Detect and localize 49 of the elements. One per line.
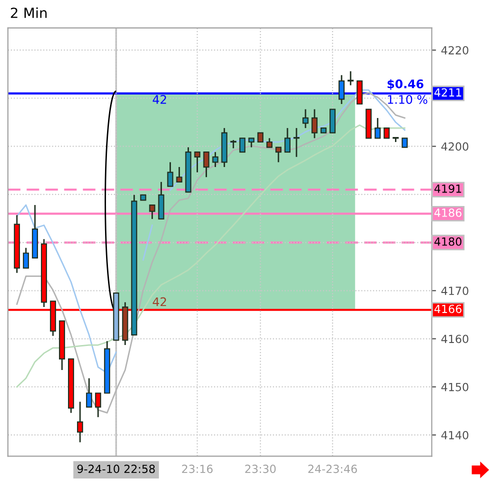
candlestick [356,80,363,105]
ref-line-label: 4166 [434,304,462,314]
candlestick [167,162,174,187]
chart-title: 2 Min [10,7,47,18]
y-tick-label: 4150 [441,382,468,392]
candlestick [22,247,29,269]
ref-line-label: 4191 [434,184,462,193]
x-tick-label: 23:16 [182,464,213,474]
y-tick-label: 4200 [441,142,468,151]
candlestick [239,138,246,153]
candlestick [374,117,381,139]
ref-line-label: 4211 [434,88,462,96]
y-tick-label: 4220 [441,46,468,54]
candlestick [348,70,354,86]
annotation: 1.10 % [388,95,428,104]
candlestick [384,127,390,139]
candlestick [330,108,336,134]
candlestick [86,378,92,408]
candlestick [194,151,200,174]
candlestick [402,138,408,148]
ref-line-label: 4186 [434,208,462,217]
annotation: $0.46 [388,79,424,90]
candlestick [338,74,345,105]
candlestick [293,127,300,158]
x-tick-label: 23:30 [245,464,276,474]
y-tick-label: 4170 [441,286,468,296]
candlestick [311,108,318,139]
candlestick [275,146,282,163]
candlestick [77,401,84,443]
candlestick [392,137,399,143]
candlestick [149,204,156,220]
candlestick [248,137,254,148]
annotation: 42 [152,297,166,306]
candlestick [95,392,102,418]
candlestick [257,132,264,143]
x-tick-label: 24-23:46 [308,464,357,474]
ref-line-label: 4180 [434,237,462,246]
candlestick [266,137,272,148]
candlestick [230,139,236,149]
candlestick [302,108,309,129]
y-tick-label: 4160 [441,334,468,344]
candlestick [284,127,290,153]
annotation: 42 [152,95,166,104]
candlestick [176,166,182,183]
line-series [16,124,406,388]
x-tick-label: 9-24-10 22:58 [77,464,155,474]
candlestick [212,151,218,168]
y-tick-label: 4140 [441,430,468,440]
candlestick [203,151,210,178]
